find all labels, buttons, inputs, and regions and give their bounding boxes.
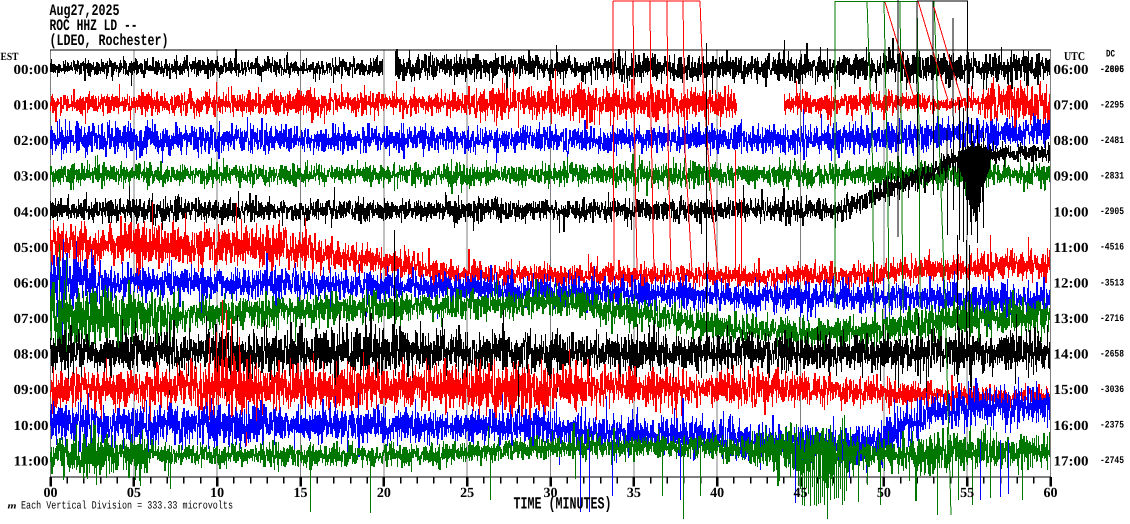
svg-text:60: 60 bbox=[1044, 486, 1058, 501]
svg-text:50: 50 bbox=[877, 486, 891, 501]
svg-text:05:00: 05:00 bbox=[14, 241, 49, 256]
svg-text:ROC HHZ LD --: ROC HHZ LD -- bbox=[50, 17, 138, 35]
svg-text:-3513: -3513 bbox=[1100, 278, 1124, 289]
svg-text:-2658: -2658 bbox=[1100, 349, 1124, 360]
svg-text:02:00: 02:00 bbox=[14, 134, 49, 149]
svg-text:35: 35 bbox=[627, 486, 641, 501]
svg-text:16:00: 16:00 bbox=[1054, 419, 1089, 434]
svg-text:45: 45 bbox=[794, 486, 808, 501]
svg-text:15:00: 15:00 bbox=[1054, 383, 1089, 398]
svg-text:-2696: -2696 bbox=[1100, 65, 1124, 76]
svg-text:55: 55 bbox=[960, 486, 974, 501]
svg-text:-2716: -2716 bbox=[1100, 314, 1124, 325]
svg-text:Each Vertical Division = 333.: Each Vertical Division = 333.33 microvol… bbox=[21, 501, 233, 513]
svg-text:07:00: 07:00 bbox=[1054, 99, 1089, 114]
svg-text:14:00: 14:00 bbox=[1054, 348, 1089, 363]
svg-text:(LDEO, Rochester): (LDEO, Rochester) bbox=[50, 32, 169, 50]
svg-text:-2805: -2805 bbox=[1100, 65, 1124, 76]
svg-text:12:00: 12:00 bbox=[1054, 276, 1089, 291]
svg-text:-4516: -4516 bbox=[1100, 243, 1124, 254]
svg-text:TIME (MINUTES): TIME (MINUTES) bbox=[514, 496, 612, 515]
svg-text:09:00: 09:00 bbox=[1054, 170, 1089, 185]
svg-text:40: 40 bbox=[710, 486, 724, 501]
svg-text:25: 25 bbox=[460, 486, 474, 501]
svg-text:EST: EST bbox=[1, 51, 20, 63]
svg-text:07:00: 07:00 bbox=[14, 312, 49, 327]
svg-text:11:00: 11:00 bbox=[14, 454, 49, 469]
svg-text:DC: DC bbox=[1106, 50, 1115, 61]
svg-text:13:00: 13:00 bbox=[1054, 312, 1089, 327]
svg-text:04:00: 04:00 bbox=[14, 205, 49, 220]
svg-text:06:00: 06:00 bbox=[14, 276, 49, 291]
svg-text:11:00: 11:00 bbox=[1054, 241, 1089, 256]
svg-text:10:00: 10:00 bbox=[14, 419, 49, 434]
svg-text:-3036: -3036 bbox=[1100, 385, 1124, 396]
svg-text:-2831: -2831 bbox=[1100, 172, 1124, 183]
svg-text:17:00: 17:00 bbox=[1054, 454, 1089, 469]
svg-text:-2745: -2745 bbox=[1100, 456, 1124, 467]
svg-text:-2375: -2375 bbox=[1100, 421, 1124, 432]
svg-text:UTC: UTC bbox=[1064, 49, 1085, 63]
svg-text:10:00: 10:00 bbox=[1054, 205, 1089, 220]
svg-text:m: m bbox=[8, 501, 17, 511]
svg-text:09:00: 09:00 bbox=[14, 383, 49, 398]
svg-text:10: 10 bbox=[210, 486, 224, 501]
svg-text:08:00: 08:00 bbox=[1054, 134, 1089, 149]
svg-text:-2905: -2905 bbox=[1100, 207, 1124, 218]
svg-text:08:00: 08:00 bbox=[14, 348, 49, 363]
svg-text:-2295: -2295 bbox=[1100, 100, 1124, 111]
svg-text:30: 30 bbox=[544, 486, 558, 501]
svg-text:00: 00 bbox=[44, 486, 58, 501]
svg-text:Aug27,2025: Aug27,2025 bbox=[50, 2, 120, 20]
svg-text:00:00: 00:00 bbox=[14, 63, 49, 78]
svg-text:05: 05 bbox=[127, 486, 141, 501]
svg-text:06:00: 06:00 bbox=[1054, 63, 1089, 78]
svg-text:03:00: 03:00 bbox=[14, 170, 49, 185]
svg-text:-2481: -2481 bbox=[1100, 136, 1124, 147]
svg-text:01:00: 01:00 bbox=[14, 99, 49, 114]
svg-text:20: 20 bbox=[377, 486, 391, 501]
svg-text:15: 15 bbox=[294, 486, 308, 501]
